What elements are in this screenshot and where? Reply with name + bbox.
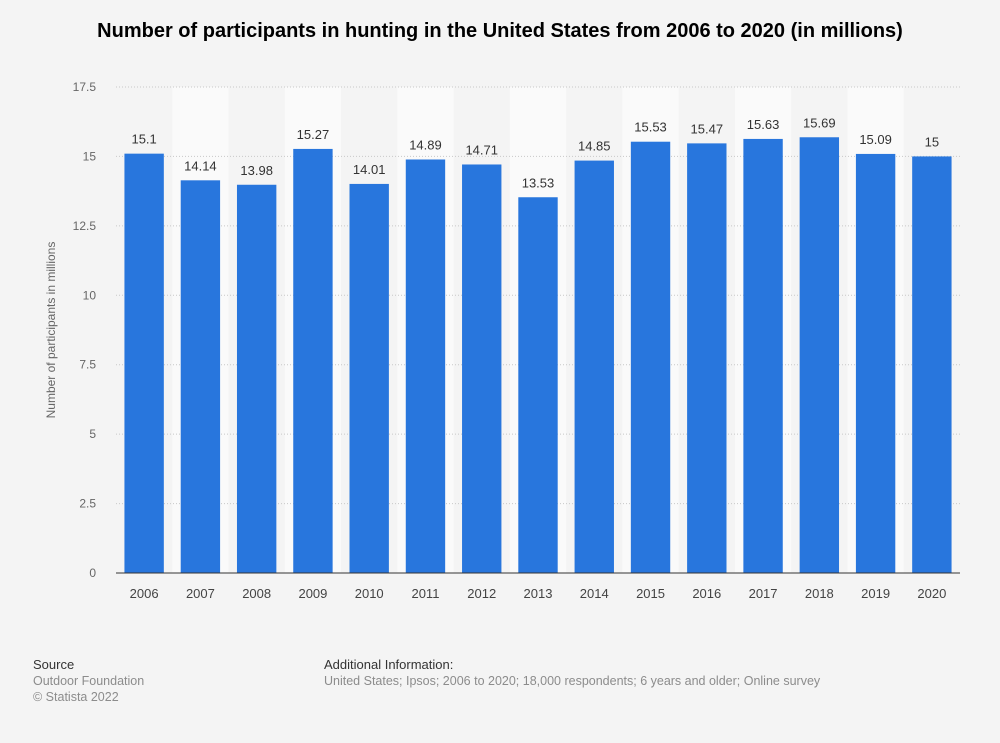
data-label: 14.89 xyxy=(409,137,442,152)
x-tick-label: 2007 xyxy=(186,586,215,601)
data-label: 14.71 xyxy=(465,142,498,157)
y-axis-ticks: 0 2.5 5 7.5 10 12.5 15 17.5 xyxy=(73,80,97,580)
x-tick-label: 2009 xyxy=(298,586,327,601)
chart-title: Number of participants in hunting in the… xyxy=(97,20,903,42)
data-label: 14.85 xyxy=(578,139,611,154)
x-tick-label: 2016 xyxy=(692,586,721,601)
data-label: 13.98 xyxy=(240,163,273,178)
x-tick-label: 2020 xyxy=(917,586,946,601)
bar-2010[interactable] xyxy=(349,183,389,573)
data-label: 14.14 xyxy=(184,158,217,173)
x-tick-label: 2013 xyxy=(524,586,553,601)
additional-info-text: United States; Ipsos; 2006 to 2020; 18,0… xyxy=(324,674,821,688)
bar-2019[interactable] xyxy=(855,153,896,573)
data-label: 14.01 xyxy=(353,162,386,177)
bar-2012[interactable] xyxy=(462,164,502,573)
source-line[interactable]: Outdoor Foundation xyxy=(33,674,145,688)
data-label: 15.09 xyxy=(859,132,892,147)
bar-2016[interactable] xyxy=(687,143,727,573)
bar-2006[interactable] xyxy=(124,153,164,573)
data-label: 15.69 xyxy=(803,115,836,130)
y-tick-label: 0 xyxy=(89,566,96,580)
value-labels: 15.1 14.14 13.98 15.27 14.01 14.89 14.71 13.53 1… xyxy=(131,115,939,190)
bar-2013[interactable] xyxy=(518,197,558,574)
data-label: 13.53 xyxy=(522,175,555,190)
bar-2020[interactable] xyxy=(912,156,952,573)
data-label: 15.47 xyxy=(691,121,724,136)
bar-2008[interactable] xyxy=(236,184,277,573)
bar-2018[interactable] xyxy=(799,137,840,573)
bar-2009[interactable] xyxy=(293,148,333,573)
source-block: Source Outdoor Foundation © Statista 202… xyxy=(33,657,144,705)
x-tick-label: 2018 xyxy=(805,586,834,601)
x-tick-label: 2012 xyxy=(467,586,496,601)
data-label: 15.53 xyxy=(634,120,667,135)
y-tick-label: 2.5 xyxy=(79,497,96,511)
x-tick-label: 2010 xyxy=(355,586,384,601)
y-tick-label: 5 xyxy=(89,427,96,441)
bar-2011[interactable] xyxy=(405,159,446,573)
y-tick-label: 17.5 xyxy=(73,80,97,94)
data-label: 15.63 xyxy=(747,117,780,132)
bar-2015[interactable] xyxy=(630,141,671,573)
x-tick-label: 2014 xyxy=(580,586,609,601)
x-tick-label: 2006 xyxy=(130,586,159,601)
bars xyxy=(124,137,952,574)
additional-info-block: Additional Information: United States; I… xyxy=(324,657,820,689)
x-axis-ticks: 2006 2007 2008 2009 2010 2011 2012 2013 2014 2015… xyxy=(130,586,947,601)
bar-2014[interactable] xyxy=(574,160,614,573)
source-heading: Source xyxy=(33,657,75,672)
bar-2017[interactable] xyxy=(743,138,783,574)
data-label: 15.1 xyxy=(131,132,156,147)
x-tick-label: 2019 xyxy=(861,586,890,601)
x-tick-label: 2011 xyxy=(411,586,439,601)
bar-2007[interactable] xyxy=(180,180,221,573)
copyright-line[interactable]: © Statista 2022 xyxy=(33,690,119,704)
y-tick-label: 12.5 xyxy=(73,219,97,233)
x-tick-label: 2017 xyxy=(749,586,778,601)
x-tick-label: 2008 xyxy=(242,586,271,601)
data-label: 15 xyxy=(925,134,939,149)
y-tick-label: 7.5 xyxy=(79,358,96,372)
y-axis-label: Number of participants in millions xyxy=(44,242,58,419)
data-label: 15.27 xyxy=(297,127,330,142)
y-tick-label: 15 xyxy=(83,149,97,163)
bar-chart: 0 2.5 5 7.5 10 12.5 15 17.5 15.1 14.14 13.98 15.27… xyxy=(44,80,960,601)
additional-info-heading: Additional Information: xyxy=(324,657,454,672)
x-tick-label: 2015 xyxy=(636,586,665,601)
y-tick-label: 10 xyxy=(83,288,97,302)
